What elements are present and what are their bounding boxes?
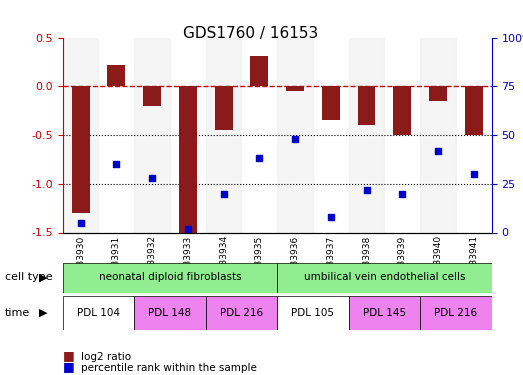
Text: PDL 216: PDL 216	[220, 308, 263, 318]
Bar	[349, 38, 384, 232]
Point	[434, 148, 442, 154]
Text: neonatal diploid fibroblasts: neonatal diploid fibroblasts	[99, 273, 241, 282]
Bar	[322, 86, 340, 120]
Text: PDL 104: PDL 104	[77, 308, 120, 318]
Text: PDL 216: PDL 216	[434, 308, 477, 318]
Point	[362, 187, 371, 193]
Bar	[206, 38, 242, 232]
FancyBboxPatch shape	[134, 296, 206, 330]
FancyBboxPatch shape	[420, 296, 492, 330]
Text: PDL 145: PDL 145	[363, 308, 406, 318]
Text: GDS1760 / 16153: GDS1760 / 16153	[183, 26, 319, 41]
Text: PDL 105: PDL 105	[291, 308, 334, 318]
FancyBboxPatch shape	[63, 296, 134, 330]
Text: ▶: ▶	[39, 308, 47, 318]
Text: ■: ■	[63, 360, 74, 373]
Point	[291, 136, 299, 142]
Bar	[214, 86, 233, 130]
FancyBboxPatch shape	[63, 262, 277, 292]
Text: ■: ■	[63, 349, 74, 362]
Point	[255, 155, 264, 161]
Bar	[420, 38, 456, 232]
Bar	[358, 86, 376, 125]
Bar	[107, 65, 126, 86]
Text: time: time	[5, 308, 30, 318]
Point	[148, 175, 156, 181]
Text: log2 ratio: log2 ratio	[81, 352, 131, 362]
Bar	[134, 38, 170, 232]
Bar	[393, 86, 411, 135]
Text: ▶: ▶	[39, 273, 47, 282]
Text: cell type: cell type	[5, 273, 53, 282]
Text: PDL 148: PDL 148	[149, 308, 191, 318]
Point	[184, 226, 192, 232]
Bar	[63, 38, 98, 232]
Bar	[72, 86, 89, 213]
Bar	[179, 86, 197, 232]
Point	[219, 190, 228, 196]
Text: percentile rank within the sample: percentile rank within the sample	[81, 363, 257, 373]
Point	[76, 220, 85, 226]
FancyBboxPatch shape	[277, 296, 349, 330]
Point	[112, 161, 120, 167]
Point	[326, 214, 335, 220]
Point	[398, 190, 406, 196]
Bar	[465, 86, 483, 135]
FancyBboxPatch shape	[277, 262, 492, 292]
Bar	[286, 86, 304, 91]
Bar	[143, 86, 161, 106]
Point	[470, 171, 478, 177]
FancyBboxPatch shape	[206, 296, 277, 330]
FancyBboxPatch shape	[349, 296, 420, 330]
Bar	[429, 86, 447, 101]
Bar	[277, 38, 313, 232]
Text: umbilical vein endothelial cells: umbilical vein endothelial cells	[304, 273, 465, 282]
Bar	[251, 56, 268, 86]
